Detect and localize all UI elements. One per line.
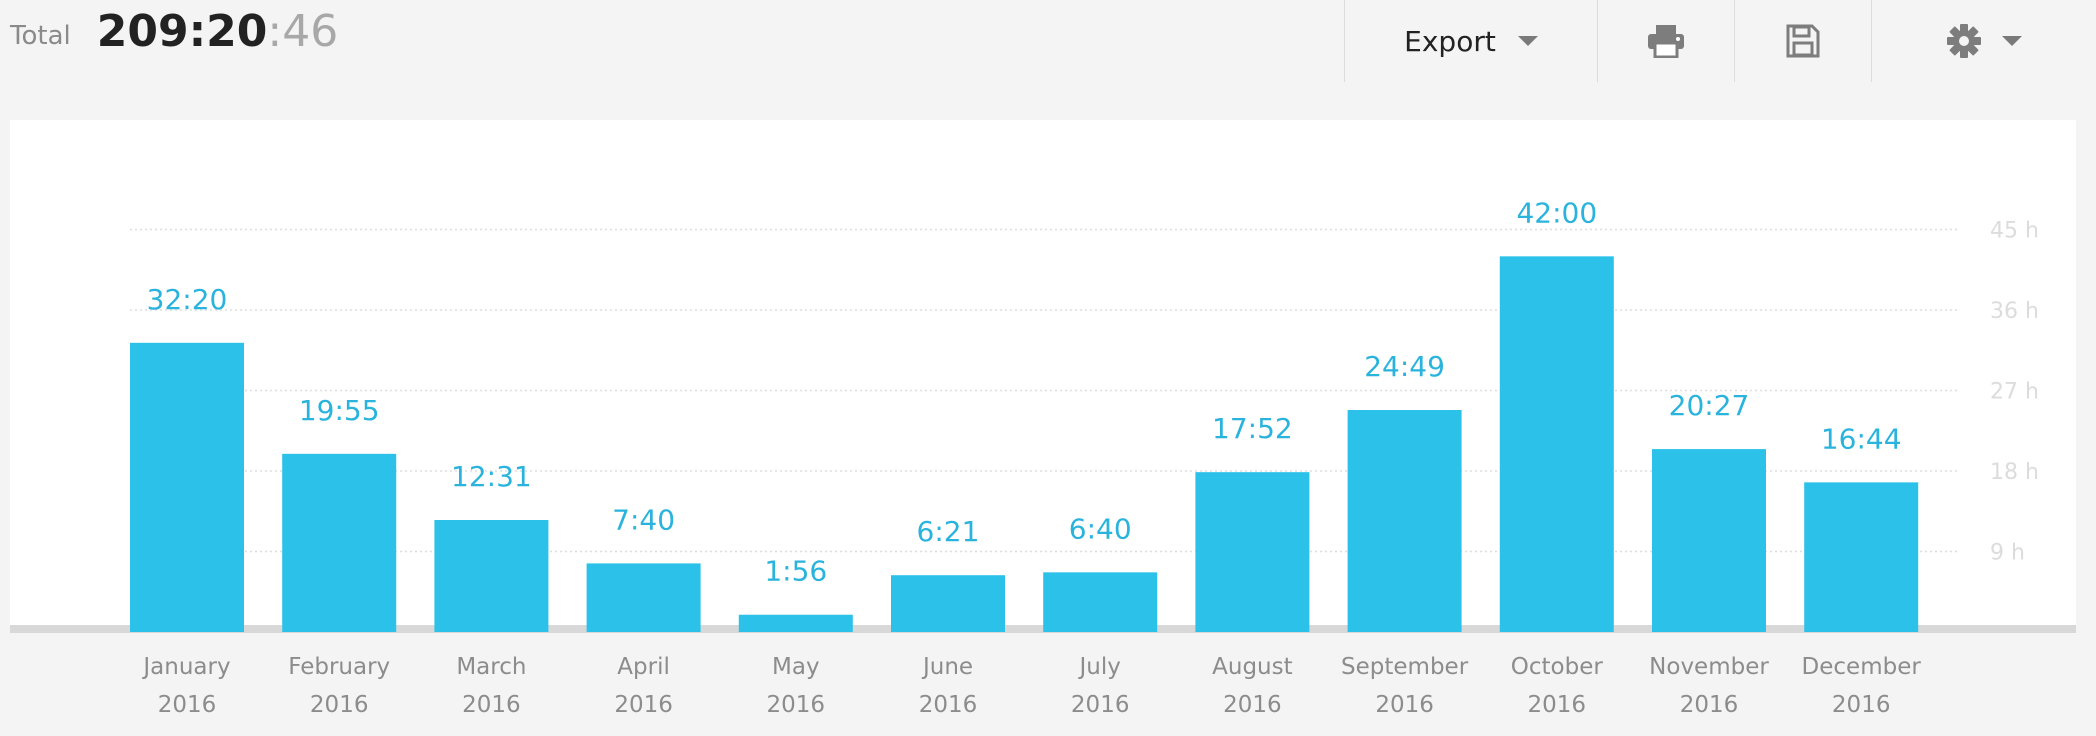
x-tick-label-month: May	[772, 654, 820, 680]
bar	[738, 614, 853, 632]
save-icon	[1786, 24, 1820, 58]
save-button[interactable]	[1734, 0, 1871, 82]
export-label: Export	[1404, 24, 1496, 58]
bar-value-label: 32:20	[147, 283, 228, 316]
chevron-down-icon	[1517, 36, 1538, 46]
bar-value-label: 6:40	[1069, 512, 1132, 545]
x-tick-label-year: 2016	[614, 692, 673, 718]
total-summary: Total 209:20:46	[10, 0, 338, 62]
bar-value-label: 19:55	[299, 394, 380, 427]
x-tick-label-year: 2016	[462, 692, 521, 718]
x-tick-label-month: January	[141, 654, 230, 680]
bar-value-label: 24:49	[1364, 350, 1445, 383]
x-tick-label-month: November	[1649, 654, 1769, 680]
total-seconds: :46	[267, 5, 339, 57]
bar	[434, 520, 549, 632]
x-tick-label-year: 2016	[767, 692, 826, 718]
x-tick-label-year: 2016	[1223, 692, 1282, 718]
x-tick-label-month: February	[288, 654, 390, 680]
x-tick-label-month: December	[1802, 654, 1922, 680]
x-tick-label-year: 2016	[1680, 692, 1739, 718]
bar-value-label: 17:52	[1212, 412, 1293, 445]
bar	[1652, 449, 1766, 632]
bar	[1195, 472, 1310, 632]
bar	[282, 453, 397, 632]
bar	[1347, 409, 1462, 632]
x-tick-label-year: 2016	[1528, 692, 1587, 718]
x-tick-label-year: 2016	[158, 692, 217, 718]
y-tick-label: 36 h	[1990, 299, 2039, 324]
x-tick-label-month: April	[617, 654, 670, 680]
print-icon	[1648, 25, 1684, 58]
x-tick-label-month: August	[1212, 654, 1293, 680]
bar-value-label: 12:31	[451, 460, 532, 493]
bar-value-label: 7:40	[612, 503, 675, 536]
x-tick-label-month: October	[1511, 654, 1604, 680]
y-tick-label: 45 h	[1990, 219, 2039, 244]
bar	[130, 342, 244, 632]
y-tick-label: 18 h	[1990, 460, 2039, 485]
x-tick-label-year: 2016	[1832, 692, 1891, 718]
x-tick-label-month: June	[921, 654, 973, 680]
bar	[1043, 572, 1158, 632]
total-hours-minutes: 209:20	[96, 5, 268, 57]
toolbar: Export	[1344, 0, 2096, 82]
x-tick-label-year: 2016	[1375, 692, 1434, 718]
settings-button[interactable]	[1871, 0, 2096, 82]
total-label: Total	[10, 21, 71, 51]
x-tick-label-month: September	[1341, 654, 1469, 680]
bar-value-label: 16:44	[1821, 422, 1902, 455]
x-tick-label-year: 2016	[310, 692, 369, 718]
bar	[586, 563, 701, 632]
bar	[1804, 482, 1919, 632]
x-tick-label-year: 2016	[1071, 692, 1130, 718]
bar-value-label: 6:21	[917, 515, 980, 548]
gear-icon	[1947, 24, 1981, 58]
bar-value-label: 1:56	[764, 555, 827, 588]
export-button[interactable]: Export	[1344, 0, 1597, 82]
bar	[891, 575, 1005, 632]
print-button[interactable]	[1597, 0, 1734, 82]
bar	[1499, 256, 1614, 632]
x-tick-label-year: 2016	[919, 692, 978, 718]
x-tick-label-month: March	[456, 654, 526, 680]
y-tick-label: 9 h	[1990, 541, 2025, 566]
bar-value-label: 20:27	[1669, 389, 1750, 422]
x-tick-label-month: July	[1078, 654, 1121, 680]
y-tick-label: 27 h	[1990, 380, 2039, 405]
bar-value-label: 42:00	[1516, 196, 1597, 229]
chevron-down-icon	[2002, 36, 2022, 46]
